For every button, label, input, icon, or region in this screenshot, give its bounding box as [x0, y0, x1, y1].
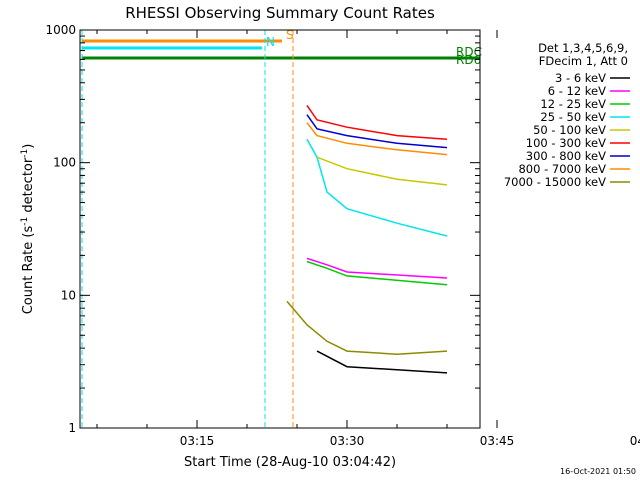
legend-label: 25 - 50 keV	[540, 110, 606, 124]
legend: Det 1,3,4,5,6,9, FDecim 1, Att 0 3 - 6 k…	[504, 41, 630, 189]
flag-bar-label: RD6	[456, 53, 481, 67]
legend-label: 300 - 800 keV	[526, 149, 606, 163]
flag-bar-label: N	[266, 35, 275, 49]
series-line	[306, 260, 448, 286]
plot-frame	[79, 29, 481, 429]
series-line	[316, 156, 448, 186]
legend-label: 3 - 6 keV	[555, 71, 606, 85]
legend-header-line-2: FDecim 1, Att 0	[539, 54, 628, 68]
x-axis-label: Start Time (28-Aug-10 03:04:42)	[184, 455, 396, 470]
legend-label: 100 - 300 keV	[526, 136, 606, 150]
series-lines	[286, 104, 448, 374]
series-line	[306, 257, 448, 279]
legend-label: 6 - 12 keV	[548, 84, 606, 98]
y-tick-label: 1	[68, 421, 76, 435]
x-tick-label: 04:00	[630, 434, 640, 448]
vertical-markers	[81, 30, 294, 428]
y-tick-label: 100	[53, 156, 76, 170]
flag-bar-label: RDC	[456, 45, 482, 59]
legend-label: 800 - 7000 keV	[518, 162, 606, 176]
y-axis: 1 10 100 1000	[45, 23, 480, 435]
series-line	[306, 114, 448, 149]
legend-label: 7000 - 15000 keV	[504, 175, 606, 189]
y-tick-label: 1000	[45, 23, 76, 37]
series-line	[306, 122, 448, 156]
series-line	[316, 350, 448, 374]
series-line	[306, 138, 448, 237]
x-tick-label: 03:15	[180, 434, 215, 448]
y-axis-label: Count Rate (s-1 detector-1)	[20, 144, 36, 315]
flag-bar-label: S	[286, 28, 294, 42]
series-line	[286, 300, 448, 355]
y-tick-label: 10	[61, 288, 76, 302]
footer-date: 16-Oct-2021 01:50	[560, 467, 636, 476]
legend-label: 50 - 100 keV	[533, 123, 606, 137]
x-tick-label: 03:30	[330, 434, 365, 448]
x-tick-label: 03:45	[480, 434, 515, 448]
series-line	[306, 104, 448, 141]
legend-label: 12 - 25 keV	[540, 97, 606, 111]
chart-title: RHESSI Observing Summary Count Rates	[125, 4, 435, 22]
legend-header-line-1: Det 1,3,4,5,6,9,	[538, 41, 628, 55]
